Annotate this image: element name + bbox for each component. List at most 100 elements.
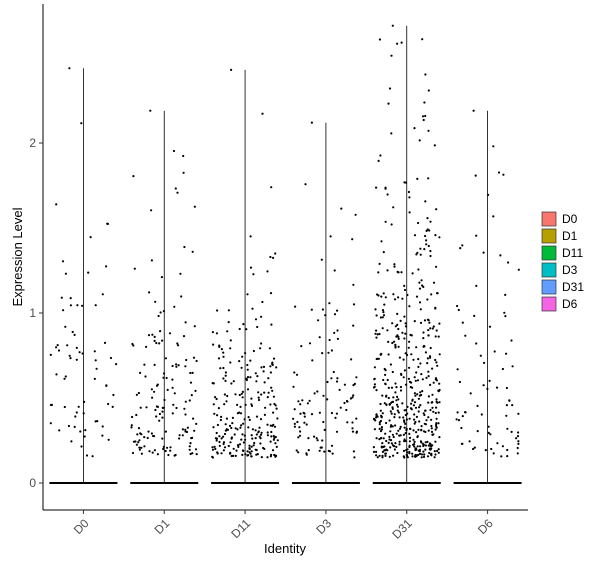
point-D31 xyxy=(438,382,441,385)
point-D31 xyxy=(435,398,438,401)
point-D3 xyxy=(307,449,310,452)
point-D31 xyxy=(423,319,427,322)
point-D31 xyxy=(426,217,429,220)
point-D11 xyxy=(224,374,227,377)
point-D31 xyxy=(415,346,418,349)
point-D31 xyxy=(400,41,403,44)
point-D31 xyxy=(418,301,422,304)
point-D31 xyxy=(392,396,395,399)
point-D31 xyxy=(413,401,417,404)
point-D31 xyxy=(436,364,439,367)
point-D31 xyxy=(436,449,439,453)
point-D31 xyxy=(413,234,417,237)
point-D31 xyxy=(418,452,422,455)
point-D6 xyxy=(460,442,463,445)
point-D31 xyxy=(381,327,384,330)
point-D31 xyxy=(419,308,422,311)
point-D31 xyxy=(383,303,386,306)
point-D11 xyxy=(222,442,225,446)
point-D31 xyxy=(375,413,378,416)
point-D1 xyxy=(189,442,192,445)
point-D1 xyxy=(186,426,189,429)
point-D1 xyxy=(156,453,159,456)
point-D31 xyxy=(378,262,381,265)
point-D31 xyxy=(431,367,434,370)
point-D31 xyxy=(375,314,378,317)
point-D11 xyxy=(218,345,221,348)
point-D11 xyxy=(250,450,253,453)
point-D11 xyxy=(246,368,249,371)
point-D1 xyxy=(189,452,192,456)
point-D3 xyxy=(322,420,325,424)
point-D31 xyxy=(379,430,383,433)
point-D11 xyxy=(254,318,258,321)
point-D31 xyxy=(389,430,392,433)
point-D11 xyxy=(250,445,253,448)
point-D1 xyxy=(155,405,158,408)
point-D3 xyxy=(324,314,327,317)
point-D31 xyxy=(418,420,421,423)
point-D1 xyxy=(176,342,179,345)
point-D11 xyxy=(269,255,272,259)
point-D3 xyxy=(297,400,300,403)
point-D31 xyxy=(397,327,400,331)
point-D1 xyxy=(137,391,140,395)
point-D31 xyxy=(389,439,393,442)
point-D31 xyxy=(427,177,430,180)
point-D3 xyxy=(326,380,329,384)
x-tick-label: D6 xyxy=(475,516,496,537)
point-D31 xyxy=(434,428,437,431)
point-D11 xyxy=(220,415,223,418)
point-D31 xyxy=(428,451,431,455)
point-D31 xyxy=(388,435,391,438)
point-D11 xyxy=(272,411,275,414)
point-D11 xyxy=(248,447,251,450)
point-D6 xyxy=(455,418,458,421)
point-D3 xyxy=(330,349,333,352)
point-D31 xyxy=(397,398,400,401)
point-D1 xyxy=(151,451,154,454)
point-D11 xyxy=(256,375,259,378)
point-D3 xyxy=(313,435,316,438)
point-D31 xyxy=(435,400,438,403)
point-D31 xyxy=(403,337,406,340)
point-D31 xyxy=(420,453,424,456)
point-D31 xyxy=(427,129,430,132)
point-D1 xyxy=(169,449,172,452)
point-D31 xyxy=(437,335,440,338)
point-D31 xyxy=(384,454,387,457)
point-D11 xyxy=(226,394,229,398)
point-D6 xyxy=(501,367,504,371)
point-D0 xyxy=(101,293,104,296)
point-D6 xyxy=(502,173,505,176)
point-D11 xyxy=(262,370,265,373)
point-D1 xyxy=(166,388,169,391)
point-D31 xyxy=(379,316,382,319)
point-D1 xyxy=(188,399,191,402)
point-D1 xyxy=(131,451,135,455)
point-D31 xyxy=(397,345,400,348)
point-D31 xyxy=(415,253,418,256)
point-D31 xyxy=(426,455,430,458)
point-D1 xyxy=(174,187,177,190)
point-D11 xyxy=(230,68,233,71)
point-D1 xyxy=(154,300,157,303)
point-D0 xyxy=(69,357,72,360)
point-D31 xyxy=(432,325,435,328)
point-D1 xyxy=(177,344,180,347)
point-D11 xyxy=(242,422,245,425)
point-D3 xyxy=(310,308,313,311)
legend-swatch-D11 xyxy=(541,245,557,261)
point-D31 xyxy=(383,449,386,452)
point-D1 xyxy=(147,334,151,337)
point-D11 xyxy=(241,355,244,358)
point-D11 xyxy=(239,426,242,429)
point-D11 xyxy=(269,440,272,443)
point-D3 xyxy=(352,324,355,327)
point-D31 xyxy=(427,89,430,92)
point-D1 xyxy=(162,445,165,448)
point-D31 xyxy=(381,412,384,415)
point-D0 xyxy=(94,304,97,307)
point-D31 xyxy=(426,362,429,365)
point-D3 xyxy=(322,394,325,397)
